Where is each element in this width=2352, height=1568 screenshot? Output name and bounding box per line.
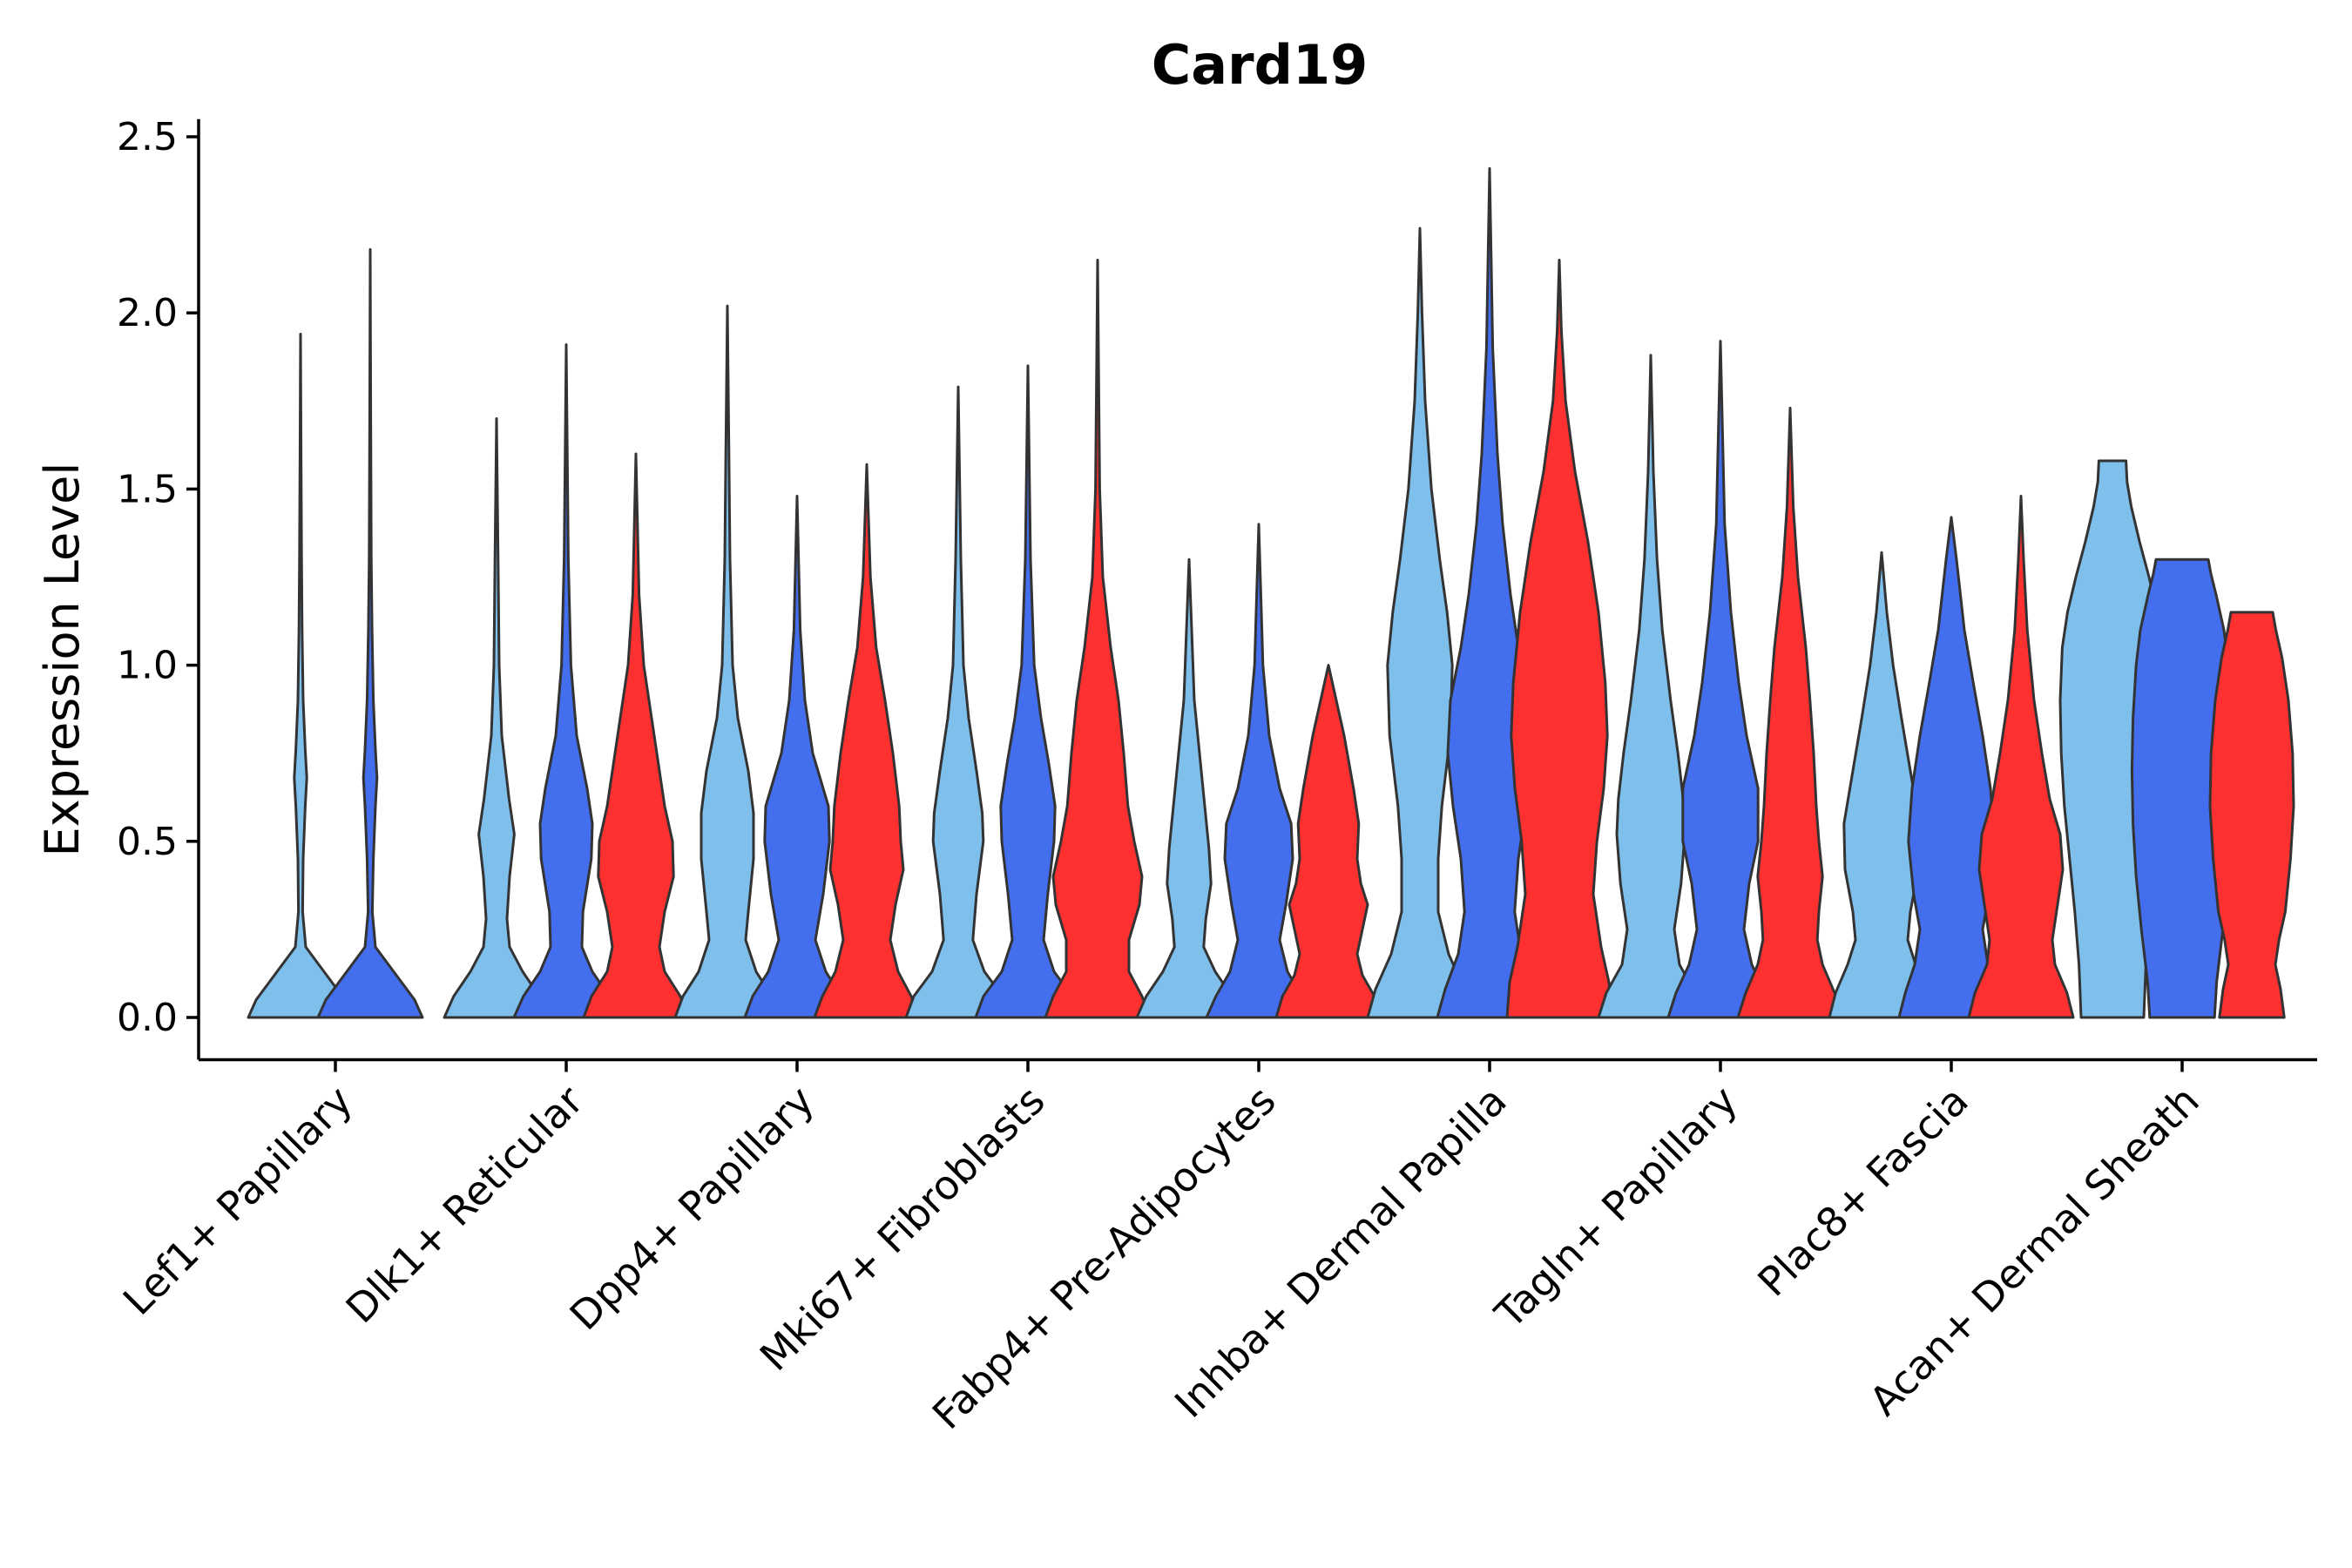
y-tick-label: 1.5	[117, 467, 178, 511]
y-tick-label: 0.0	[117, 996, 178, 1040]
y-tick-label: 2.5	[117, 115, 178, 159]
violin-2-blue	[512, 343, 620, 1019]
y-tick-label: 1.0	[117, 644, 178, 688]
violin-5-blue	[1205, 523, 1313, 1019]
violin-8-light-blue	[1828, 551, 1936, 1019]
x-tick-label: Tagln+ Papillary	[1485, 1077, 1747, 1338]
violin-3-light-blue	[673, 304, 781, 1019]
violin-7-blue	[1666, 340, 1774, 1019]
y-tick-label: 0.5	[117, 820, 178, 864]
violin-layer	[247, 166, 2295, 1019]
violin-4-blue	[974, 364, 1082, 1019]
y-tick-label: 2.0	[117, 291, 178, 335]
x-tick-label: Plac8+ Fascia	[1748, 1077, 1977, 1305]
violin-6-light-blue	[1366, 226, 1474, 1019]
violin-9-red	[2208, 611, 2295, 1019]
y-axis: 0.0 0.5 1.0 1.5 2.0 2.5	[117, 115, 200, 1060]
violin-3-blue	[743, 495, 851, 1019]
violin-2-light-blue	[443, 417, 551, 1019]
x-tick-label: Dlk1+ Reticular	[337, 1077, 592, 1332]
violin-1-light-blue	[247, 333, 355, 1019]
violin-4-light-blue	[904, 385, 1012, 1019]
chart-title: Card19	[1152, 33, 1369, 97]
violin-5-light-blue	[1135, 558, 1243, 1019]
violin-5-red	[1274, 664, 1382, 1019]
violin-2-red	[582, 452, 690, 1019]
violin-8-red	[1967, 495, 2075, 1019]
violin-3-red	[813, 463, 921, 1019]
violin-4-red	[1044, 259, 1152, 1019]
x-tick-label: Dpp4+ Papillary	[561, 1077, 823, 1339]
violin-8-blue	[1897, 516, 2005, 1019]
violin-7-red	[1736, 406, 1844, 1019]
violin-1-blue	[316, 247, 424, 1019]
violin-7-light-blue	[1597, 354, 1705, 1019]
x-tick-label: Lef1+ Papillary	[114, 1077, 362, 1324]
y-axis-label: Expression Level	[35, 463, 90, 857]
violin-6-red	[1505, 259, 1613, 1019]
